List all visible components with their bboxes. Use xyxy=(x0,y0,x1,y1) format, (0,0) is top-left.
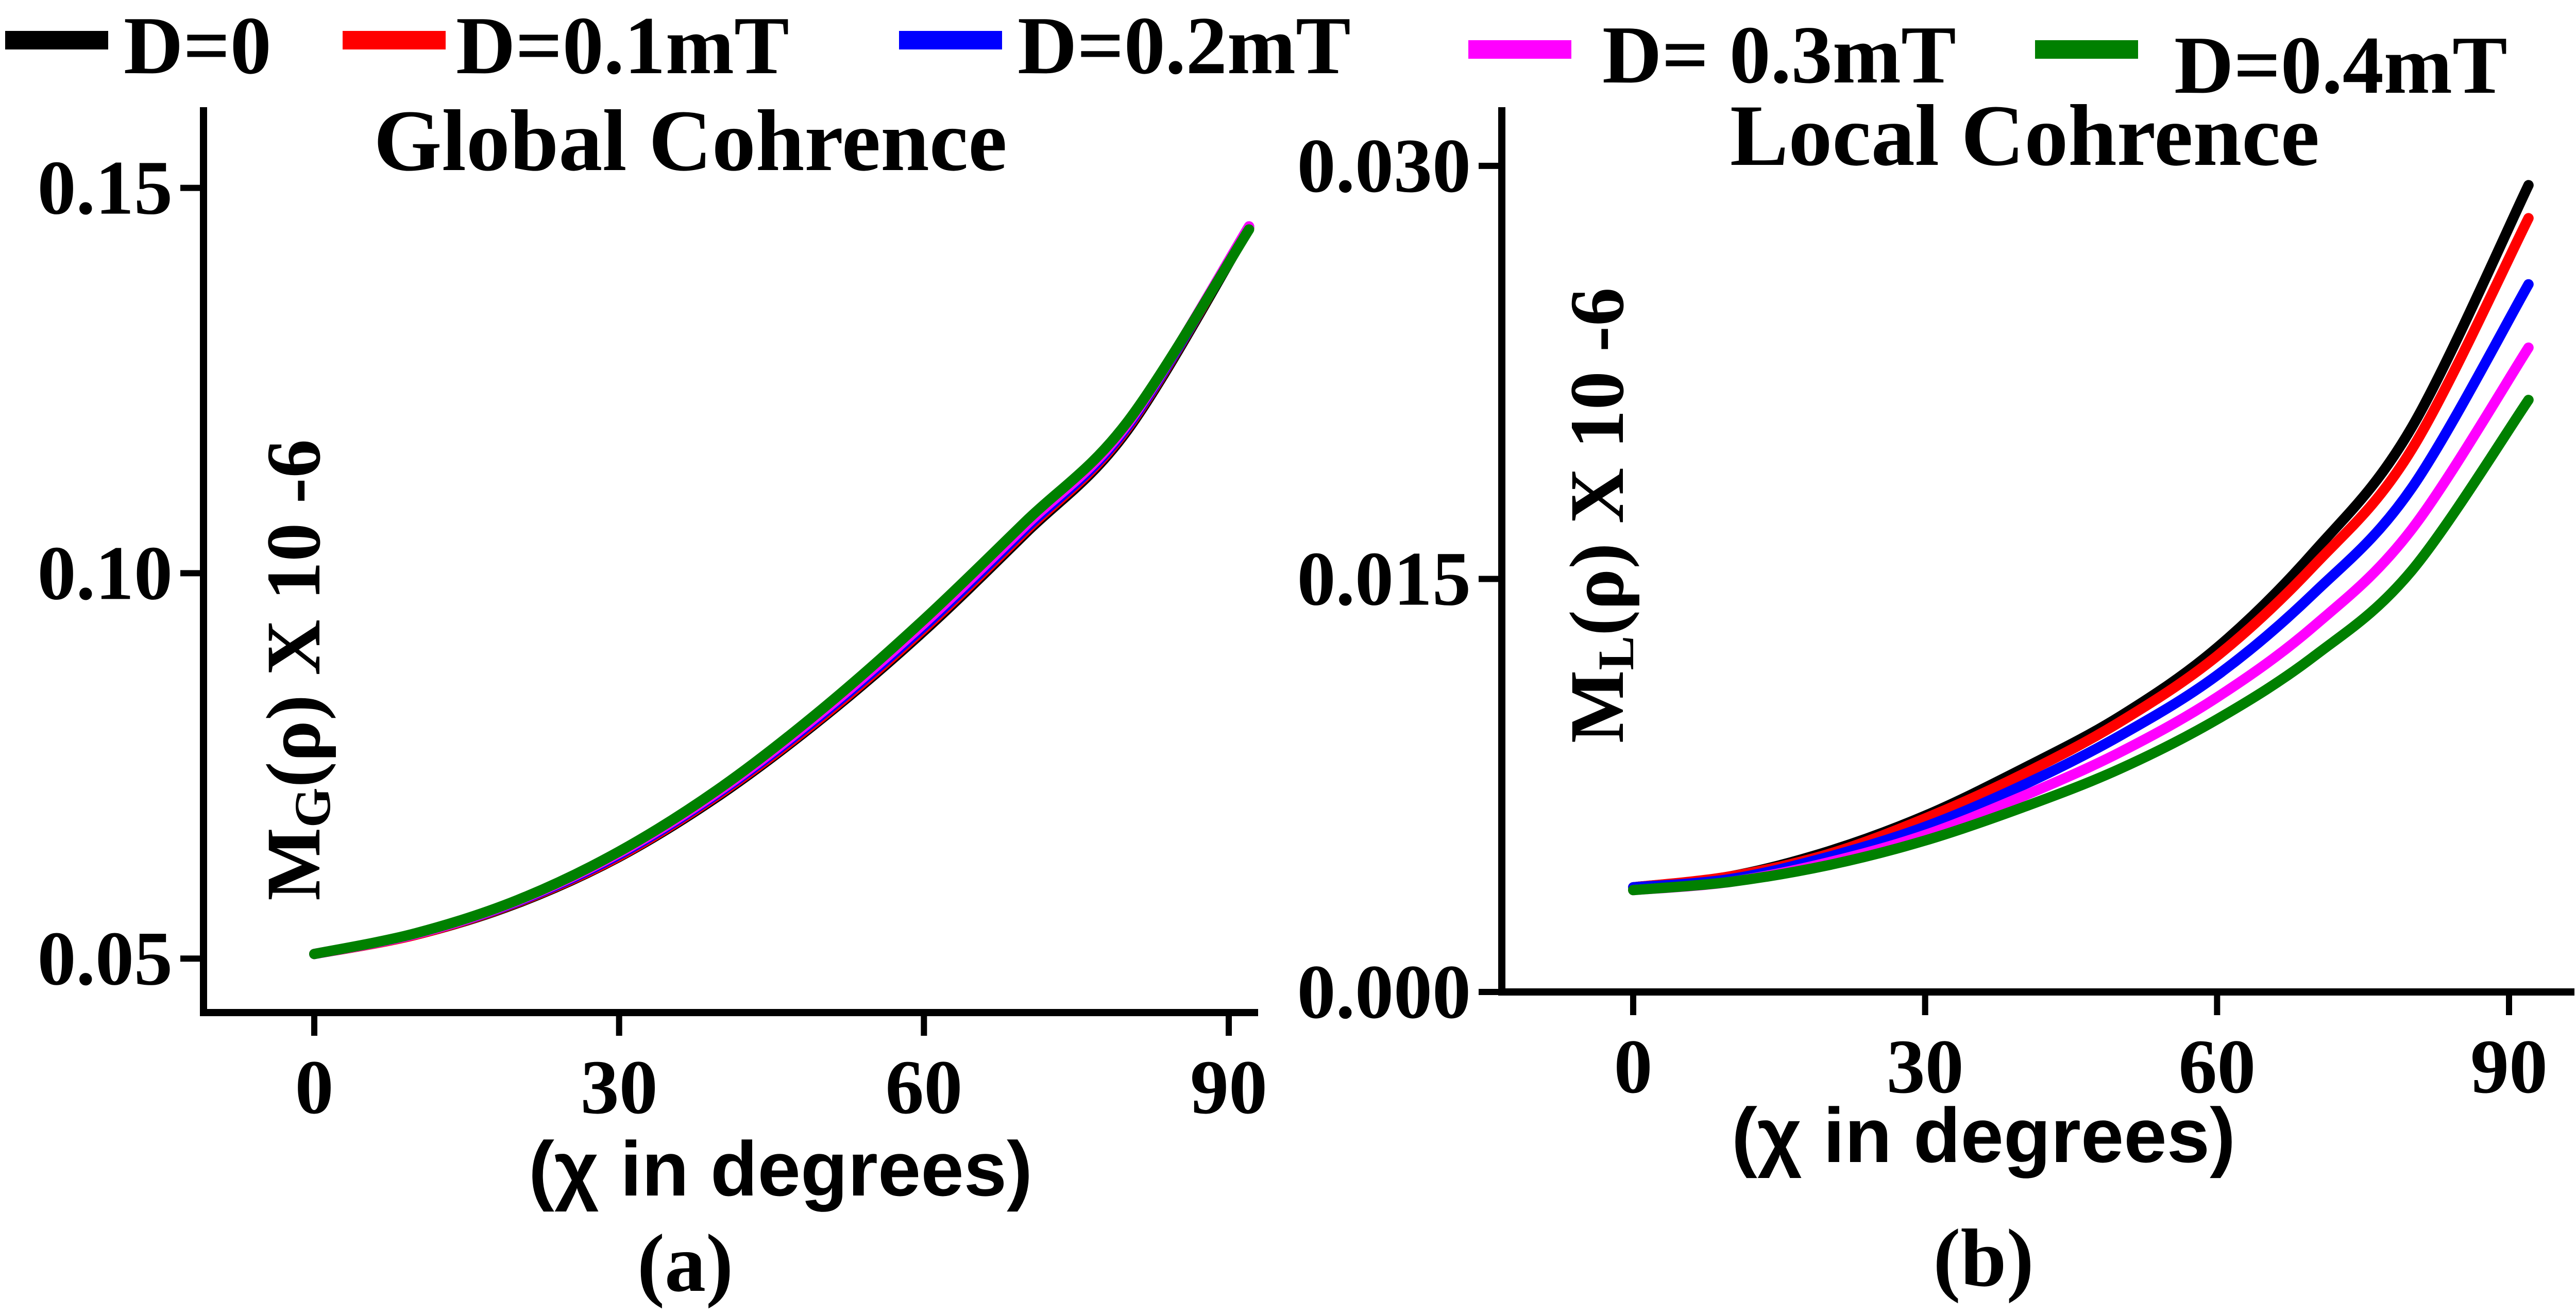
legend-swatch-d02 xyxy=(899,31,1002,49)
legend-label-d02: D=0.2mT xyxy=(1018,0,1351,91)
chart-b-xlabel: (χ in degrees) xyxy=(1732,1092,2235,1179)
chart-a-xtick-label: 0 xyxy=(295,1045,334,1130)
chart-b-series-line-4 xyxy=(1628,395,2534,896)
chart-a-series-line-3 xyxy=(309,221,1255,959)
chart-a-series-line-1 xyxy=(309,221,1255,959)
chart-panel-b: Local Cohrence ML(ρ) X 10 -6 0.000 0.015 0… xyxy=(1297,87,2574,1304)
chart-a-series-line-0 xyxy=(309,223,1255,959)
legend-swatch-d03 xyxy=(1468,40,1571,59)
chart-b-xtick-label: 30 xyxy=(1887,1024,1964,1109)
chart-b-ylabel: ML(ρ) X 10 -6 xyxy=(1554,288,1645,743)
chart-b-xtick-label: 90 xyxy=(2470,1024,2548,1109)
legend-item-d01: D=0.1mT xyxy=(343,0,789,91)
chart-a-title: Global Cohrence xyxy=(374,92,1007,189)
chart-a-ytick-label: 0.15 xyxy=(38,145,173,231)
chart-b-panel-label: (b) xyxy=(1933,1212,2034,1304)
legend-swatch-d04 xyxy=(2035,40,2138,59)
legend-item-d04: D=0.4mT xyxy=(2035,19,2507,111)
legend-label-d01: D=0.1mT xyxy=(456,0,789,91)
chart-b-ytick-label: 0.030 xyxy=(1297,123,1471,209)
legend-label-d03: D= 0.3mT xyxy=(1602,9,1956,100)
chart-a-ytick-label: 0.05 xyxy=(38,916,173,1001)
legend-item-d02: D=0.2mT xyxy=(899,0,1351,91)
chart-b-ytick-label: 0.000 xyxy=(1297,949,1471,1035)
chart-panel-a: Global Cohrence MG(ρ) X 10 -6 0.05 0.10 0.… xyxy=(38,92,1268,1309)
chart-a-xtick-label: 60 xyxy=(885,1045,962,1130)
chart-a-xtick-label: 90 xyxy=(1190,1045,1267,1130)
legend: D=0 D=0.1mT D=0.2mT D= 0.3mT D=0.4mT xyxy=(5,0,2507,111)
chart-b-title: Local Cohrence xyxy=(1730,87,2319,184)
chart-a-panel-label: (a) xyxy=(637,1217,734,1309)
chart-b-xtick-label: 60 xyxy=(2178,1024,2256,1109)
legend-swatch-d01 xyxy=(343,31,446,49)
legend-swatch-d0 xyxy=(5,31,108,49)
chart-a-ytick-label: 0.10 xyxy=(38,530,173,616)
chart-b-xtick-label: 0 xyxy=(1614,1024,1653,1109)
legend-item-d03: D= 0.3mT xyxy=(1468,9,1956,100)
chart-a-xlabel: (χ in degrees) xyxy=(529,1125,1032,1212)
legend-label-d04: D=0.4mT xyxy=(2174,19,2507,111)
chart-a-ylabel: MG(ρ) X 10 -6 xyxy=(251,439,341,900)
chart-a-series-line-4 xyxy=(309,224,1255,959)
chart-b-ytick-label: 0.015 xyxy=(1297,536,1471,621)
chart-a-series-line-2 xyxy=(309,221,1255,959)
legend-label-d0: D=0 xyxy=(124,0,272,91)
legend-item-d0: D=0 xyxy=(5,0,272,91)
chart-a-xtick-label: 30 xyxy=(581,1045,658,1130)
chart-b-series-line-3 xyxy=(1628,342,2534,896)
